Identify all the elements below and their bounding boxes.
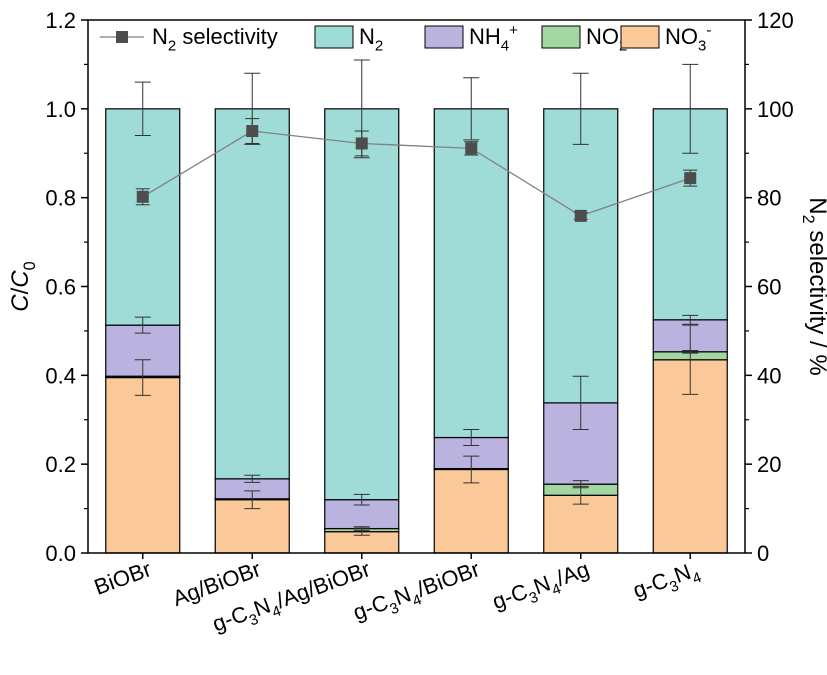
bar-no3-4 [543,494,619,554]
bar-n2-4 [543,108,619,404]
plot-area [105,59,728,554]
legend-label: N2 selectivity [152,24,278,55]
right-tick-label: 80 [757,186,781,211]
right-tick-label: 100 [757,97,794,122]
left-tick-label: 0.6 [45,275,76,300]
legend-swatch [314,25,354,49]
error-bar [134,81,151,136]
right-tick-label: 20 [757,452,781,477]
error-bar [353,526,370,531]
plot-frame [87,19,746,554]
y-axis-label-left: C/C0 [7,261,39,311]
legend-label: NO3- [665,22,711,55]
selectivity-line [142,130,691,217]
bar-n2-3 [433,108,509,439]
selectivity-point-1 [246,125,259,138]
right-tick-label: 40 [757,363,781,388]
x-tick-label-4: g-C3N4/Ag [489,556,594,619]
legend-item-nh4: NH4+ [424,22,518,55]
error-bar [572,375,589,431]
axes: 0.0 0.2 0.4 0.6 0.8 1.0 1.2 0 20 40 60 80 100 120 [45,8,793,566]
x-tick-label-0: BiOBr [91,556,155,600]
selectivity-point-5 [684,172,697,185]
x-tick-label-5: g-C3N4 [630,556,704,608]
bar-n2-2 [324,108,400,501]
error-bar [463,429,480,447]
left-tick-label: 1.2 [45,8,76,33]
legend-swatch [424,25,464,49]
legend: N2 selectivity N2 NH4+ NO2- NO3- [100,22,711,55]
left-tick-label: 0.8 [45,186,76,211]
legend-label: NH4+ [469,22,518,55]
selectivity-point-4 [574,209,587,222]
bar-no3-3 [433,468,509,554]
left-tick-label: 0.4 [45,363,76,388]
legend-item-n2: N2 [314,24,383,55]
legend-marker [116,31,128,43]
right-tick-label: 60 [757,275,781,300]
error-bar [134,316,151,334]
error-bar [682,63,699,154]
bar-n2-1 [214,108,290,480]
legend-item-no2: NO2- [541,22,632,55]
selectivity-point-3 [465,142,478,155]
bar-n2-0 [105,108,181,326]
x-tick-label-3: g-C3N4/BiOBr [350,556,485,630]
y-axis-label-right: N2 selectivity / % [799,197,827,375]
left-tick-label: 1.0 [45,97,76,122]
error-bar [682,314,699,325]
error-bar [463,77,480,141]
error-bar [463,455,480,484]
selectivity-point-0 [136,190,149,203]
left-tick-label: 0.0 [45,541,76,566]
error-bar [134,359,151,396]
legend-item-n2-selectivity: N2 selectivity [100,24,278,55]
error-bar [682,324,699,395]
legend-swatch [541,25,581,49]
legend-swatch [620,25,660,49]
error-bar [682,349,699,354]
selectivity-point-2 [355,137,368,150]
error-bar [244,490,261,510]
legend-item-no3: NO3- [620,22,711,55]
bar-no3-0 [105,376,181,554]
x-tick-label-1: Ag/BiOBr [169,556,264,611]
error-bar [353,493,370,506]
right-tick-label: 120 [757,8,794,33]
right-tick-label: 0 [757,541,769,566]
legend-label: N2 [359,24,383,55]
error-bar [244,474,261,483]
error-bar [572,72,589,145]
left-tick-label: 0.2 [45,452,76,477]
error-bar [572,480,589,489]
